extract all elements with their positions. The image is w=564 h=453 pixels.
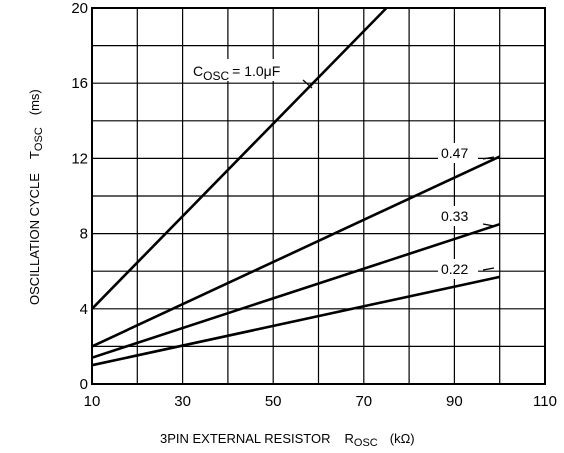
series-line-1 — [91, 155, 501, 348]
series-line-0 — [91, 7, 388, 310]
y-tick-label: 8 — [80, 226, 88, 243]
series-line-3 — [91, 275, 500, 367]
series-label-0: COSC = 1.0μF — [193, 63, 280, 83]
series-label-2: 0.33 — [441, 208, 468, 224]
y-tick-labels: 0 4 8 12 16 20 — [71, 0, 88, 393]
series-label-1: 0.47 — [441, 145, 468, 161]
series-label-bg — [438, 259, 478, 279]
x-tick-label: 90 — [446, 393, 463, 410]
series-label-bg — [438, 206, 478, 226]
x-axis-label: 3PIN EXTERNAL RESISTOR ROSC (kΩ) — [160, 431, 415, 449]
x-tick-label: 30 — [174, 393, 191, 410]
series-lines — [91, 7, 501, 367]
y-tick-label: 12 — [71, 150, 88, 167]
series-label-3: 0.22 — [441, 261, 468, 277]
x-tick-labels: 10 30 50 70 90 110 — [84, 393, 557, 410]
x-tick-label: 50 — [265, 393, 282, 410]
y-tick-label: 16 — [71, 75, 88, 92]
x-tick-label: 70 — [355, 393, 372, 410]
series-line-2 — [91, 222, 501, 359]
y-axis-label: OSCILLATION CYCLETOSC(ms) — [27, 89, 45, 305]
x-tick-label: 10 — [84, 393, 101, 410]
x-tick-label: 110 — [533, 393, 557, 410]
series-label-leader — [302, 79, 313, 89]
y-tick-label: 4 — [80, 301, 88, 318]
series-label-leader — [482, 156, 495, 160]
y-tick-label: 20 — [71, 0, 88, 17]
grid — [92, 8, 545, 384]
y-tick-label: 0 — [80, 376, 88, 393]
series-label-bg — [191, 59, 303, 81]
series-label-leader — [482, 223, 495, 227]
plot-frame — [91, 7, 546, 385]
series-labels: 0.47 0.33 0.22 COSC = 1.0μF — [191, 59, 495, 279]
series-label-leader — [482, 267, 495, 271]
series-label-bg — [438, 143, 478, 163]
